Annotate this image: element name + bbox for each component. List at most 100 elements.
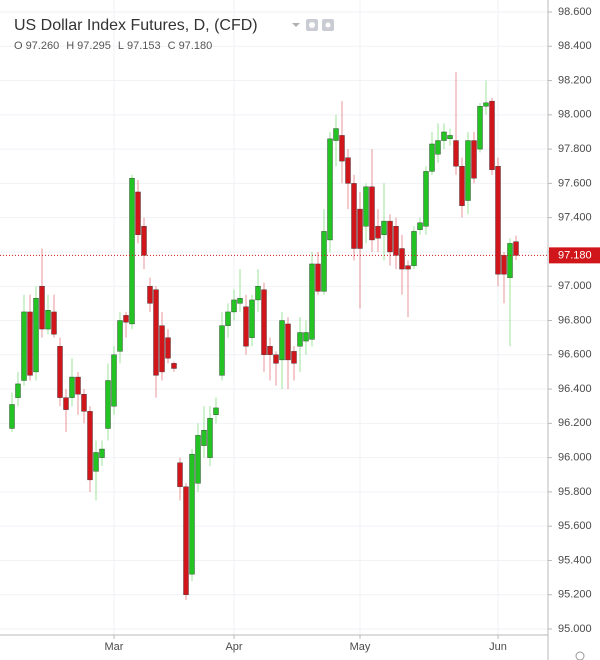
legend-key: O [14, 40, 23, 52]
settings-icon[interactable] [575, 651, 585, 660]
y-tick-label: 97.000 [558, 280, 592, 292]
candle-body [75, 376, 81, 395]
candle-body [483, 102, 489, 107]
y-tick-label: 98.600 [558, 6, 592, 18]
candle-body [99, 448, 105, 458]
candle-body [411, 231, 417, 266]
x-tick-label: Apr [225, 641, 242, 653]
candle-body [111, 354, 117, 407]
candle-body [171, 363, 177, 369]
grid [0, 0, 548, 635]
candle-body [447, 135, 453, 140]
title-icons [292, 19, 334, 31]
y-tick-label: 95.800 [558, 486, 592, 498]
candle-body [201, 429, 207, 446]
candle-body [117, 320, 123, 352]
candle-body [189, 453, 195, 575]
y-tick-label: 95.000 [558, 623, 592, 635]
y-tick-label: 96.400 [558, 383, 592, 395]
candle-body [255, 286, 261, 301]
candle-body [471, 140, 477, 179]
candle-body [105, 380, 111, 429]
candle-body [165, 337, 171, 359]
candle-body [219, 325, 225, 376]
candle-body [387, 220, 393, 253]
candle-body [405, 265, 411, 270]
y-tick-label: 95.600 [558, 520, 592, 532]
y-tick-label: 96.000 [558, 452, 592, 464]
candle-body [477, 106, 483, 150]
y-tick-label: 96.800 [558, 314, 592, 326]
candle-body [9, 404, 15, 429]
candle-body [39, 286, 45, 330]
y-tick-label: 97.600 [558, 177, 592, 189]
candle-body [285, 323, 291, 361]
candle-body [249, 299, 255, 338]
candle-body [381, 220, 387, 236]
candle-body [135, 191, 141, 236]
candle-body [81, 393, 87, 412]
candle-body [45, 310, 51, 330]
x-tick-label: Mar [105, 641, 124, 653]
candle-body [363, 186, 369, 227]
candle-body [21, 311, 27, 381]
candle-body [309, 263, 315, 340]
y-tick-label: 95.400 [558, 554, 592, 566]
candle-body [345, 157, 351, 184]
y-tick-label: 98.000 [558, 109, 592, 121]
chart-title: US Dollar Index Futures, D, (CFD) [14, 17, 258, 34]
candle-body [453, 140, 459, 167]
candle-body [15, 383, 21, 398]
legend-value: 97.180 [179, 40, 213, 52]
last-price-box [549, 247, 600, 264]
candle-body [63, 397, 69, 410]
candle-body [327, 138, 333, 241]
candle-body [33, 298, 39, 373]
candle-body [267, 346, 273, 355]
legend-key: L [118, 40, 124, 52]
candle-body [213, 407, 219, 415]
candle-body [321, 231, 327, 292]
candle-body [273, 354, 279, 364]
y-tick-label: 97.400 [558, 212, 592, 224]
candle-body [429, 143, 435, 172]
candle-body [489, 100, 495, 170]
candle-body [399, 248, 405, 270]
y-tick-label: 95.200 [558, 589, 592, 601]
candle-body [183, 486, 189, 595]
candle-body [129, 178, 135, 325]
candle-body [57, 346, 63, 398]
candle-body [369, 186, 375, 241]
candle-body [141, 226, 147, 256]
last-price-label: 97.180 [558, 249, 592, 261]
legend-key: H [66, 40, 74, 52]
candle-body [297, 332, 303, 347]
candle-body [261, 289, 267, 355]
candle-body [465, 140, 471, 201]
candle-body [69, 376, 75, 398]
legend-key: C [168, 40, 176, 52]
candle-body [315, 263, 321, 292]
legend-value: 97.153 [127, 40, 161, 52]
y-tick-label: 97.800 [558, 143, 592, 155]
candle-body [231, 299, 237, 313]
legend-value: 97.260 [26, 40, 60, 52]
candle-body [513, 241, 519, 256]
candle-body [501, 255, 507, 275]
candle-body [423, 171, 429, 227]
candle-body [51, 311, 57, 335]
y-tick-label: 96.200 [558, 417, 592, 429]
candle-body [495, 166, 501, 275]
y-tick-label: 98.200 [558, 74, 592, 86]
candle-body [87, 411, 93, 481]
candle-body [27, 311, 33, 376]
candle-body [279, 320, 285, 361]
candle-body [195, 435, 201, 484]
candle-body [417, 222, 423, 230]
candle-body [207, 417, 213, 458]
candle-body [339, 135, 345, 162]
candle-body [507, 243, 513, 278]
candle-body [153, 289, 159, 376]
candle-body [351, 183, 357, 249]
